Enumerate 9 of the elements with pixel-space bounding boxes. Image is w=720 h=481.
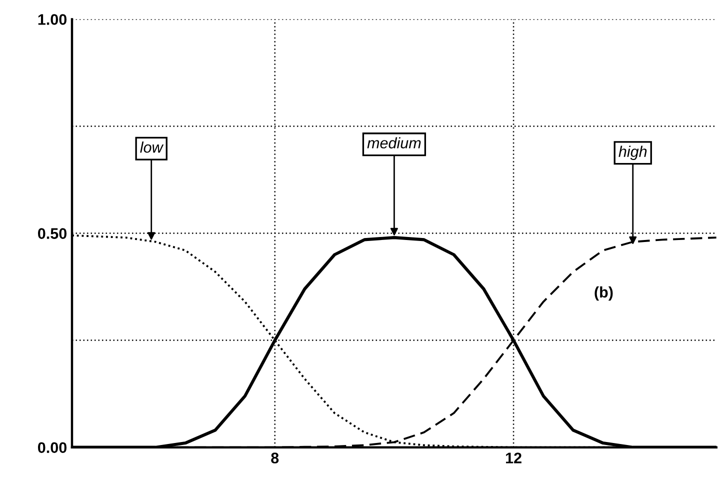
- annotation: medium: [367, 137, 421, 148]
- y-tick-label: 1.00: [38, 14, 67, 25]
- annotation: high: [618, 146, 647, 160]
- x-tick-label: 12: [506, 452, 522, 464]
- y-tick-label: 0.00: [38, 442, 67, 454]
- y-tick-label: 0.50: [38, 228, 67, 239]
- annotation: (b): [594, 286, 613, 301]
- annotation: low: [140, 141, 164, 153]
- x-tick-label: 8: [271, 452, 279, 464]
